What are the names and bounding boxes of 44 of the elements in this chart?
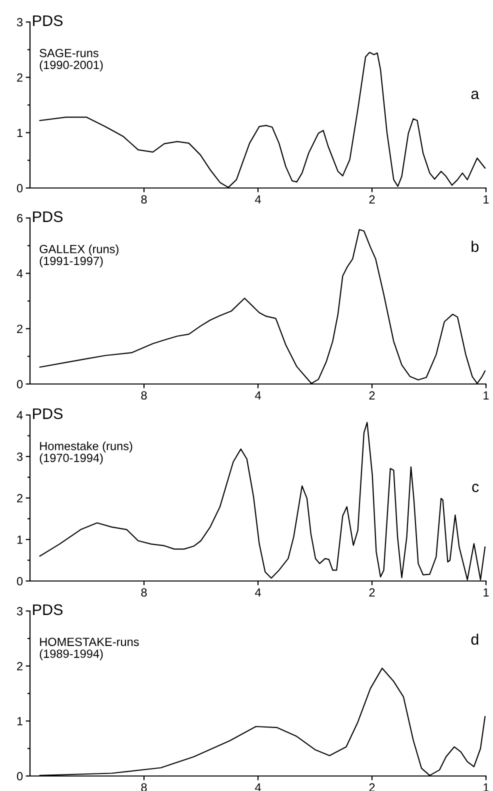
y-axis-title: PDS bbox=[33, 15, 63, 26]
x-tick-label: 1 bbox=[484, 783, 489, 791]
x-tick-label: 2 bbox=[369, 588, 375, 596]
annotation: GALLEX (runs) (1991-1997) bbox=[40, 244, 118, 268]
y-tick-label: 2 bbox=[17, 324, 22, 333]
annotation: SAGE-runs (1990-2001) bbox=[40, 48, 103, 72]
annotation: c bbox=[472, 484, 479, 492]
y-tick-label: 3 bbox=[16, 18, 23, 26]
x-tick-label: 8 bbox=[141, 195, 147, 204]
y-tick-label: 3 bbox=[16, 607, 23, 616]
annotation: d bbox=[471, 634, 478, 645]
y-axis-title: PDS bbox=[33, 604, 63, 616]
x-tick-label: 2 bbox=[369, 195, 375, 204]
y-axis-title: PDS bbox=[33, 408, 63, 420]
annotation: HOMESTAKE-runs (1989-1994) bbox=[40, 638, 139, 660]
x-tick-label: 4 bbox=[254, 783, 261, 791]
x-tick-label: 8 bbox=[141, 588, 147, 597]
x-tick-label: 4 bbox=[254, 588, 261, 596]
y-tick-label: 4 bbox=[16, 269, 23, 278]
y-tick-label: 6 bbox=[17, 214, 23, 222]
y-tick-label: 0 bbox=[16, 772, 23, 780]
y-axis-title: PDS bbox=[33, 211, 63, 222]
annotation: Homestake (runs) (1970-1994) bbox=[40, 442, 132, 464]
y-tick-label: 0 bbox=[16, 380, 23, 388]
x-tick-label: 2 bbox=[369, 783, 375, 791]
x-tick-label: 4 bbox=[254, 391, 261, 400]
y-tick-label: 2 bbox=[17, 662, 22, 670]
y-tick-label: 0 bbox=[16, 577, 23, 586]
y-tick-label: 1 bbox=[17, 717, 22, 726]
y-tick-label: 1 bbox=[17, 536, 22, 544]
y-tick-label: 4 bbox=[16, 411, 23, 420]
y-tick-label: 0 bbox=[16, 184, 23, 192]
x-tick-label: 1 bbox=[484, 588, 489, 596]
x-tick-label: 1 bbox=[484, 391, 489, 400]
x-tick-label: 4 bbox=[254, 195, 261, 204]
x-tick-label: 2 bbox=[369, 391, 375, 400]
annotation: a bbox=[471, 90, 480, 100]
x-tick-label: 1 bbox=[484, 195, 489, 204]
y-tick-label: 2 bbox=[17, 494, 22, 502]
x-tick-label: 8 bbox=[141, 391, 147, 400]
y-tick-label: 3 bbox=[16, 452, 23, 461]
y-tick-label: 2 bbox=[17, 73, 22, 82]
annotation: b bbox=[472, 240, 479, 252]
y-tick-label: 1 bbox=[17, 128, 22, 137]
